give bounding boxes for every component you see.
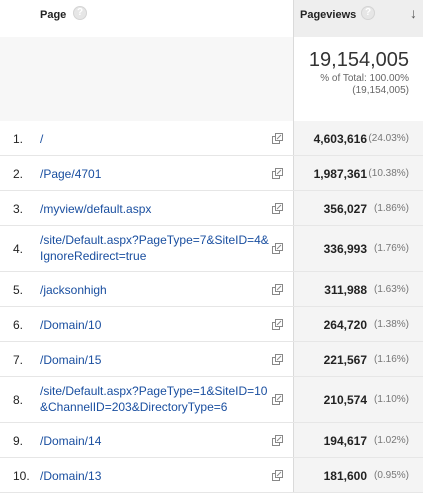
- pageviews-value: 194,617: [323, 434, 367, 448]
- page-cell: 5. /jacksonhigh: [0, 272, 293, 306]
- row-rank: 1.: [13, 132, 24, 146]
- row-rank: 4.: [13, 242, 24, 256]
- page-cell: 6. /Domain/10: [0, 307, 293, 341]
- page-path-link[interactable]: /Domain/13: [40, 469, 102, 483]
- page-path-link[interactable]: /Page/4701: [40, 167, 102, 181]
- page-path-link[interactable]: /myview/default.aspx: [40, 202, 152, 216]
- help-circle-icon[interactable]: ?: [73, 6, 87, 20]
- pageviews-percent: (1.63%): [373, 284, 409, 295]
- page-path-link[interactable]: /jacksonhigh: [40, 283, 107, 297]
- table-row: 1. / 4,603,616 (24.03%): [0, 121, 423, 156]
- totals-row: 19,154,005 % of Total: 100.00% (19,154,0…: [0, 37, 423, 121]
- row-rank: 5.: [13, 283, 24, 297]
- table-row: 4. /site/Default.aspx?PageType=7&SiteID=4…: [0, 226, 423, 272]
- column-header-page-label: Page: [40, 9, 67, 21]
- page-cell: 2. /Page/4701: [0, 156, 293, 190]
- page-path-link[interactable]: /site/Default.aspx?PageType=1&SiteID=10&…: [40, 384, 268, 414]
- table-row: 6. /Domain/10 264,720 (1.38%): [0, 307, 423, 342]
- row-rank: 8.: [13, 393, 24, 407]
- table-row: 8. /site/Default.aspx?PageType=1&SiteID=1…: [0, 377, 423, 423]
- pageviews-cell: 1,987,361 (10.38%): [293, 156, 423, 190]
- total-percent-line: % of Total: 100.00%: [320, 73, 409, 84]
- total-pageviews-value: 19,154,005: [308, 49, 409, 71]
- pageviews-cell: 336,993 (1.76%): [293, 226, 423, 271]
- table-row: 7. /Domain/15 221,567 (1.16%): [0, 342, 423, 377]
- pageviews-cell: 210,574 (1.10%): [293, 377, 423, 422]
- pageviews-value: 356,027: [323, 202, 367, 216]
- table-row: 3. /myview/default.aspx 356,027 (1.86%): [0, 191, 423, 226]
- page-cell: 4. /site/Default.aspx?PageType=7&SiteID=4…: [0, 226, 293, 271]
- help-circle-icon[interactable]: ?: [361, 6, 375, 20]
- pageviews-cell: 356,027 (1.86%): [293, 191, 423, 225]
- table-row: 5. /jacksonhigh 311,988 (1.63%): [0, 272, 423, 307]
- pageviews-cell: 194,617 (1.02%): [293, 423, 423, 457]
- row-rank: 3.: [13, 202, 24, 216]
- pageviews-percent: (0.95%): [373, 470, 409, 481]
- pageviews-value: 4,603,616: [313, 132, 367, 146]
- row-rank: 6.: [13, 318, 24, 332]
- table-row: 2. /Page/4701 1,987,361 (10.38%): [0, 156, 423, 191]
- pageviews-cell: 221,567 (1.16%): [293, 342, 423, 376]
- table-row: 9. /Domain/14 194,617 (1.02%): [0, 423, 423, 458]
- pageviews-percent: (1.86%): [373, 203, 409, 214]
- open-in-new-window-icon[interactable]: [272, 168, 284, 179]
- page-path-link[interactable]: /site/Default.aspx?PageType=7&SiteID=4&I…: [40, 233, 269, 263]
- totals-pageviews-cell: 19,154,005 % of Total: 100.00% (19,154,0…: [293, 37, 423, 121]
- page-path-link[interactable]: /: [40, 132, 44, 146]
- page-path-link[interactable]: /Domain/14: [40, 434, 102, 448]
- pageviews-percent: (1.10%): [373, 394, 409, 405]
- open-in-new-window-icon[interactable]: [272, 470, 284, 481]
- page-cell: 8. /site/Default.aspx?PageType=1&SiteID=1…: [0, 377, 293, 422]
- pageviews-value: 210,574: [323, 393, 367, 407]
- pageviews-cell: 4,603,616 (24.03%): [293, 121, 423, 155]
- pageviews-value: 264,720: [323, 318, 367, 332]
- page-cell: 9. /Domain/14: [0, 423, 293, 457]
- open-in-new-window-icon[interactable]: [272, 354, 284, 365]
- pageviews-percent: (24.03%): [368, 133, 409, 144]
- pageviews-percent: (10.38%): [368, 168, 409, 179]
- row-rank: 9.: [13, 434, 24, 448]
- pageviews-value: 336,993: [323, 242, 367, 256]
- pageviews-value: 1,987,361: [313, 167, 367, 181]
- open-in-new-window-icon[interactable]: [272, 284, 284, 295]
- pageviews-value: 311,988: [324, 283, 367, 297]
- open-in-new-window-icon[interactable]: [272, 243, 284, 254]
- page-cell: 7. /Domain/15: [0, 342, 293, 376]
- row-rank: 2.: [13, 167, 24, 181]
- page-cell: 10. /Domain/13: [0, 458, 293, 492]
- page-path-link[interactable]: /Domain/15: [40, 353, 102, 367]
- pageviews-value: 221,567: [323, 353, 367, 367]
- pageviews-cell: 311,988 (1.63%): [293, 272, 423, 306]
- pageviews-percent: (1.38%): [373, 319, 409, 330]
- table-header: Page ? Pageviews ? ↓: [0, 0, 423, 37]
- open-in-new-window-icon[interactable]: [272, 203, 284, 214]
- total-paren-line: (19,154,005): [352, 85, 409, 96]
- totals-page-cell: [0, 37, 293, 121]
- page-cell: 1. /: [0, 121, 293, 155]
- pageviews-value: 181,600: [323, 469, 367, 483]
- open-in-new-window-icon[interactable]: [272, 133, 284, 144]
- table-row: 10. /Domain/13 181,600 (0.95%): [0, 458, 423, 493]
- pageviews-percent: (1.16%): [373, 354, 409, 365]
- pageviews-cell: 264,720 (1.38%): [293, 307, 423, 341]
- open-in-new-window-icon[interactable]: [272, 394, 284, 405]
- pageviews-percent: (1.76%): [373, 243, 409, 254]
- open-in-new-window-icon[interactable]: [272, 319, 284, 330]
- row-rank: 7.: [13, 353, 24, 367]
- pageviews-cell: 181,600 (0.95%): [293, 458, 423, 492]
- page-cell: 3. /myview/default.aspx: [0, 191, 293, 225]
- page-path-link[interactable]: /Domain/10: [40, 318, 102, 332]
- sort-descending-arrow-icon[interactable]: ↓: [410, 5, 417, 21]
- open-in-new-window-icon[interactable]: [272, 435, 284, 446]
- row-rank: 10.: [13, 469, 30, 483]
- column-header-page[interactable]: Page ?: [0, 0, 293, 37]
- column-header-pageviews[interactable]: Pageviews ? ↓: [293, 0, 423, 37]
- pageviews-percent: (1.02%): [373, 435, 409, 446]
- column-header-pageviews-label: Pageviews: [300, 9, 357, 21]
